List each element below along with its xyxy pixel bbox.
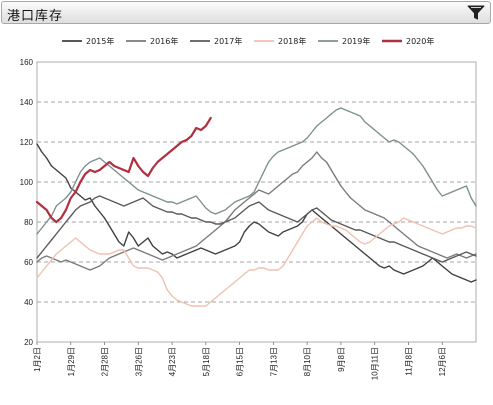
x-tick-label: 10月11日 — [371, 347, 380, 380]
y-tick-label: 100 — [20, 178, 34, 187]
filter-icon — [467, 5, 485, 20]
series-line-2016年 — [36, 151, 477, 271]
y-tick-label: 60 — [24, 258, 33, 267]
plot-frame — [36, 61, 477, 343]
legend: 2015年 2016年 2017年 2018年 2019年 2020年 — [62, 36, 434, 46]
legend-label: 2018年 — [278, 36, 306, 46]
y-tick-label: 140 — [20, 98, 34, 107]
legend-label: 2016年 — [150, 36, 178, 46]
y-tick-label: 40 — [24, 298, 33, 307]
y-tick-label: 160 — [20, 58, 34, 67]
chart-title-bar: 港口库存 — [1, 1, 491, 24]
y-tick-label: 80 — [24, 218, 33, 227]
x-tick-label: 7月13日 — [269, 347, 278, 376]
legend-label: 2020年 — [406, 36, 434, 46]
y-tick-label: 120 — [20, 138, 34, 147]
filter-button[interactable] — [466, 3, 486, 22]
x-tick-label: 9月8日 — [337, 347, 346, 372]
x-tick-label: 8月10日 — [303, 347, 312, 376]
legend-label: 2017年 — [214, 36, 242, 46]
series-line-2015年 — [36, 143, 477, 283]
x-tick-label: 4月23日 — [168, 347, 177, 376]
grid-lines — [37, 101, 476, 303]
chart-title: 港口库存 — [7, 9, 64, 24]
series-line-2019年 — [36, 107, 477, 235]
series-line-2018年 — [36, 217, 477, 307]
x-tick-label: 5月18日 — [202, 347, 211, 376]
legend-label: 2019年 — [342, 36, 370, 46]
x-tick-label: 6月15日 — [236, 347, 245, 376]
y-tick-label: 20 — [24, 338, 33, 347]
x-tick-label: 2月28日 — [101, 347, 110, 376]
x-tick-label: 11月8日 — [404, 347, 413, 376]
x-tick-label: 3月26日 — [134, 347, 143, 376]
legend-label: 2015年 — [86, 36, 114, 46]
x-tick-label: 1月29日 — [67, 347, 76, 376]
x-tick-label: 1月2日 — [33, 347, 42, 372]
x-tick-label: 12月6日 — [438, 347, 447, 376]
series-line-2020年 — [35, 116, 212, 224]
series-line-2017年 — [36, 195, 477, 263]
series-lines — [35, 107, 477, 307]
